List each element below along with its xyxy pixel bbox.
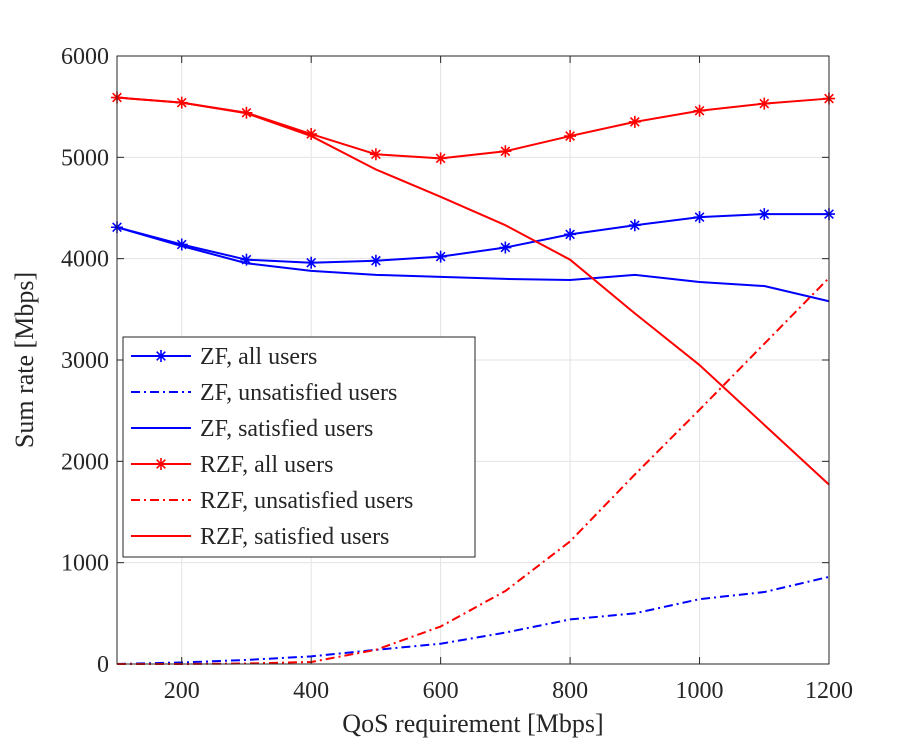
legend-label: ZF, unsatisfied users <box>200 380 397 406</box>
legend-label: RZF, unsatisfied users <box>200 488 413 514</box>
asterisk-marker-shape <box>628 219 641 232</box>
y-axis-label: Sum rate [Mbps] <box>10 272 39 448</box>
legend-label: RZF, satisfied users <box>200 524 389 550</box>
series-line <box>116 575 830 665</box>
asterisk-marker <box>305 128 318 141</box>
asterisk-marker-shape <box>305 128 318 141</box>
asterisk-marker-shape <box>564 130 577 143</box>
legend-box <box>122 336 476 558</box>
asterisk-marker <box>499 241 512 254</box>
series-6 <box>116 96 830 486</box>
legend-label: ZF, all users <box>200 344 317 370</box>
y-tick-label: 3000 <box>61 348 109 374</box>
asterisk-marker-shape <box>240 253 253 266</box>
x-tick-label: 1200 <box>805 678 853 704</box>
series-line <box>116 96 830 486</box>
asterisk-marker-shape <box>499 241 512 254</box>
asterisk-marker <box>434 152 447 165</box>
asterisk-marker-shape <box>693 104 706 117</box>
legend-entry: ZF, satisfied users <box>131 416 373 442</box>
x-tick-label: 800 <box>552 678 588 704</box>
x-tick-label: 600 <box>423 678 459 704</box>
series-1 <box>111 208 835 269</box>
axis-ticks: 200 400 600 800 1000 1200 0 1000 2000 3000 4000 500… <box>61 44 853 704</box>
legend-entry: RZF, satisfied users <box>131 524 389 550</box>
asterisk-marker-shape <box>564 228 577 241</box>
asterisk-marker <box>758 208 771 221</box>
x-tick-label: 400 <box>293 678 329 704</box>
asterisk-marker-shape <box>175 238 188 251</box>
asterisk-marker <box>369 254 382 267</box>
asterisk-marker <box>564 130 577 143</box>
legend-entry: ZF, unsatisfied users <box>131 380 397 406</box>
x-tick-label: 1000 <box>676 678 724 704</box>
asterisk-marker <box>369 148 382 161</box>
asterisk-marker-shape <box>369 254 382 267</box>
y-tick-label: 5000 <box>61 145 109 171</box>
asterisk-marker-shape <box>434 250 447 263</box>
series-2 <box>116 575 830 665</box>
series-3 <box>116 226 830 303</box>
asterisk-marker <box>305 256 318 269</box>
asterisk-marker <box>758 97 771 110</box>
asterisk-marker <box>175 238 188 251</box>
legend: ZF, all users ZF, unsatisfied users ZF, sa… <box>122 336 476 558</box>
series-line <box>116 213 829 264</box>
asterisk-marker <box>564 228 577 241</box>
x-tick-label: 200 <box>164 678 200 704</box>
y-tick-label: 1000 <box>61 551 109 577</box>
y-tick-label: 4000 <box>61 247 109 273</box>
legend-entry: RZF, all users <box>131 452 333 478</box>
asterisk-marker <box>628 115 641 128</box>
asterisk-marker <box>240 253 253 266</box>
asterisk-marker <box>155 458 167 470</box>
y-tick-label: 0 <box>97 652 109 678</box>
asterisk-marker-shape <box>499 145 512 158</box>
legend-label: RZF, all users <box>200 452 333 478</box>
legend-label: ZF, satisfied users <box>200 416 373 442</box>
asterisk-marker-shape <box>628 115 641 128</box>
asterisk-marker-shape <box>693 211 706 224</box>
series-line <box>116 226 830 303</box>
asterisk-marker <box>628 219 641 232</box>
asterisk-marker-shape <box>155 458 167 470</box>
asterisk-marker-shape <box>369 148 382 161</box>
asterisk-marker <box>155 350 167 362</box>
asterisk-marker <box>434 250 447 263</box>
y-tick-label: 2000 <box>61 449 109 475</box>
asterisk-marker-shape <box>155 350 167 362</box>
asterisk-marker-shape <box>758 97 771 110</box>
asterisk-marker-shape <box>434 152 447 165</box>
x-axis-label: QoS requirement [Mbps] <box>342 709 603 738</box>
legend-entry: ZF, all users <box>131 344 317 370</box>
asterisk-marker <box>499 145 512 158</box>
asterisk-marker-shape <box>758 208 771 221</box>
legend-entry: RZF, unsatisfied users <box>131 488 413 514</box>
asterisk-marker <box>693 104 706 117</box>
y-tick-label: 6000 <box>61 44 109 70</box>
asterisk-marker-shape <box>305 256 318 269</box>
asterisk-marker <box>693 211 706 224</box>
